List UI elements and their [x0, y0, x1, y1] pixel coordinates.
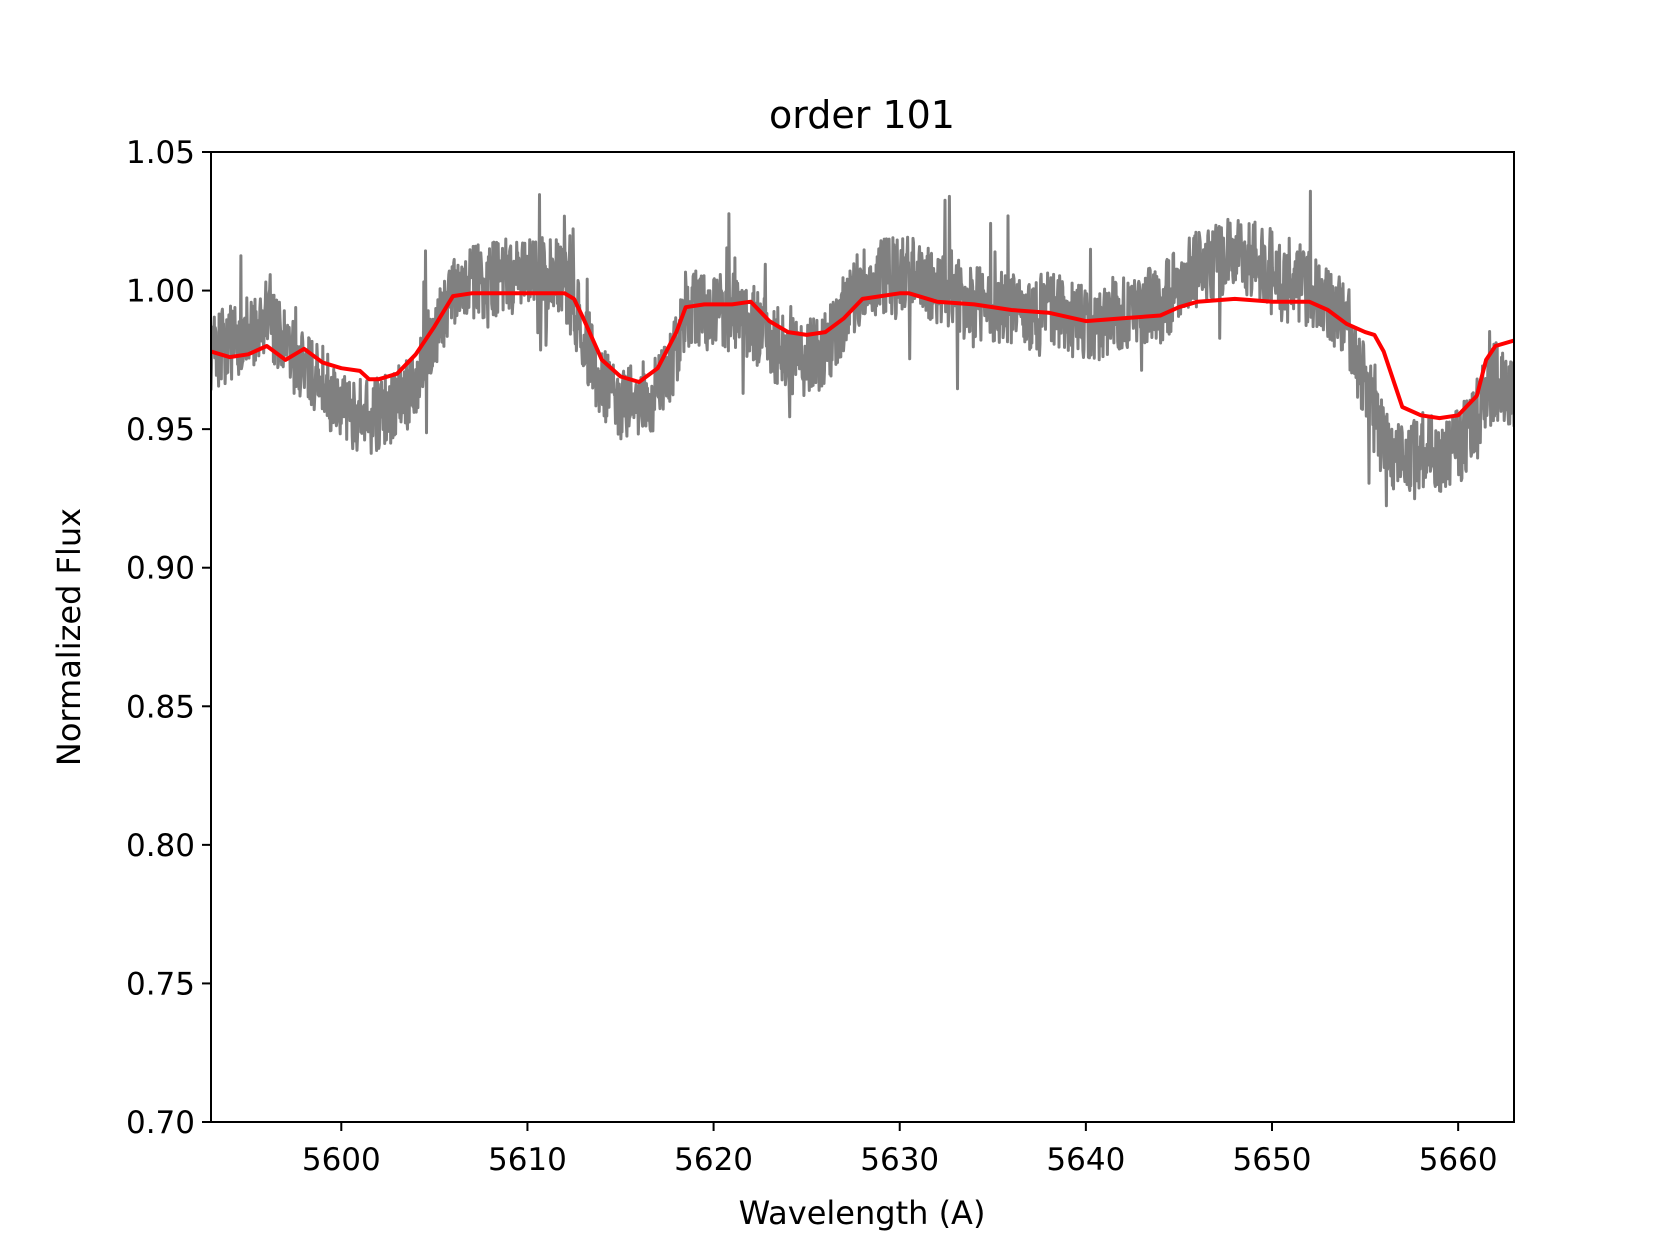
y-tick-label: 0.80: [126, 828, 195, 864]
model-fit-line: [211, 291, 1514, 421]
y-axis-label: Normalized Flux: [50, 508, 88, 766]
x-tick-label: 5610: [488, 1142, 567, 1178]
y-tick-label: 0.95: [126, 412, 195, 448]
y-tick-label: 0.70: [126, 1105, 195, 1141]
x-axis: 5600 5610 5620 5630 5640 5650 5660: [302, 1122, 1498, 1178]
y-tick-label: 0.75: [126, 966, 195, 1002]
y-axis: 0.70 0.75 0.80 0.85 0.90 0.95 1.00 1.05: [126, 135, 211, 1141]
y-tick-label: 0.90: [126, 551, 195, 587]
x-tick-label: 5630: [860, 1142, 939, 1178]
x-tick-label: 5650: [1233, 1142, 1312, 1178]
x-tick-label: 5600: [302, 1142, 381, 1178]
y-tick-label: 0.85: [126, 689, 195, 725]
x-tick-label: 5660: [1419, 1142, 1498, 1178]
y-tick-label: 1.00: [126, 274, 195, 310]
x-tick-label: 5620: [674, 1142, 753, 1178]
series-layer: [211, 189, 1514, 508]
y-tick-label: 1.05: [126, 135, 195, 171]
x-axis-label: Wavelength (A): [739, 1194, 986, 1232]
plot-frame: [210, 151, 1515, 1123]
x-tick-label: 5640: [1046, 1142, 1125, 1178]
chart-title: order 101: [769, 93, 955, 137]
